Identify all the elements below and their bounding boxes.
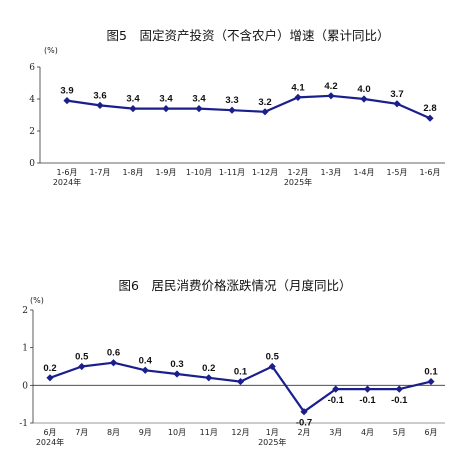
data-point-marker xyxy=(78,362,86,371)
x-tick-label: 1-5月 xyxy=(386,168,407,177)
data-label: 3.3 xyxy=(225,95,238,106)
x-tick-label: 6月 xyxy=(424,428,437,437)
x-tick-label: 8月 xyxy=(107,428,120,437)
y-tick-label: 2 xyxy=(22,306,28,316)
data-label: 0.5 xyxy=(266,352,280,363)
data-point-marker xyxy=(332,385,340,393)
data-label: 3.6 xyxy=(93,90,106,101)
x-tick-label: 1-8月 xyxy=(122,168,143,177)
x-tick-label: 4月 xyxy=(361,428,374,437)
data-point-marker xyxy=(393,100,401,108)
data-label: 0.3 xyxy=(170,359,183,370)
data-label: 3.4 xyxy=(159,94,173,105)
data-label: 2.8 xyxy=(423,103,436,114)
data-point-marker xyxy=(63,97,71,105)
data-label: 3.4 xyxy=(192,94,206,105)
data-point-marker xyxy=(300,408,308,416)
data-point-marker xyxy=(360,95,368,103)
data-point-marker xyxy=(129,105,137,113)
data-point-marker xyxy=(109,359,118,367)
series-line xyxy=(66,94,431,120)
x-tick-label: 12月 xyxy=(231,428,249,437)
data-label: -0.1 xyxy=(391,395,408,406)
y-unit-label: (%) xyxy=(44,46,58,55)
x-tick-label: 3月 xyxy=(329,428,342,437)
x-tick-label: 9月 xyxy=(139,428,152,437)
data-label: -0.7 xyxy=(296,418,312,429)
y-tick-label: 1 xyxy=(22,344,28,354)
data-label: 3.2 xyxy=(258,97,271,108)
chart-fixed-asset-investment: 图5 固定资产投资（不含农户）增速（累计同比） (%) 0 2 4 6 1-6月 1-7月… xyxy=(29,28,445,187)
chart-title: 图5 固定资产投资（不含农户）增速（累计同比） xyxy=(107,28,390,43)
x-tick-label: 5月 xyxy=(393,428,406,437)
x-tick-label: 7月 xyxy=(75,428,88,437)
data-point-marker xyxy=(205,374,213,382)
data-label: 0.4 xyxy=(139,355,153,366)
data-point-marker xyxy=(294,93,302,101)
data-point-marker xyxy=(236,377,245,386)
x-year-label: 2024年 xyxy=(53,177,81,187)
data-label: 0.1 xyxy=(234,367,248,378)
x-year-label: 2025年 xyxy=(284,177,312,187)
data-label: -0.1 xyxy=(359,395,376,406)
x-tick-label: 10月 xyxy=(168,428,186,437)
data-label: 0.5 xyxy=(75,352,89,363)
data-label: 3.9 xyxy=(60,86,73,97)
y-unit-label: (%) xyxy=(30,296,44,305)
data-point-marker xyxy=(173,370,181,378)
y-tick-label: 0 xyxy=(29,159,35,169)
x-tick-label: 6月 xyxy=(43,428,56,437)
data-label: 0.1 xyxy=(424,367,438,378)
data-label: -0.1 xyxy=(328,395,345,406)
data-label: 0.2 xyxy=(202,363,215,374)
x-year-label: 2024年 xyxy=(36,437,64,447)
x-tick-label: 1-10月 xyxy=(186,168,212,177)
x-tick-label: 1-2月 xyxy=(287,168,308,177)
y-tick-label: 4 xyxy=(29,95,35,105)
y-tick-label: 6 xyxy=(29,63,35,73)
x-tick-label: 11月 xyxy=(200,428,218,437)
data-label: 0.6 xyxy=(107,348,120,359)
data-point-marker xyxy=(261,108,269,116)
x-tick-label: 2月 xyxy=(297,428,310,437)
x-year-label: 2025年 xyxy=(258,437,286,447)
data-point-marker xyxy=(327,92,335,100)
data-point-marker xyxy=(96,101,104,109)
x-tick-label: 1-12月 xyxy=(252,168,278,177)
chart-title: 图6 居民消费价格涨跌情况（月度同比） xyxy=(119,278,352,293)
data-point-marker xyxy=(426,114,434,122)
data-point-marker xyxy=(195,105,203,113)
x-tick-label: 1-4月 xyxy=(353,168,374,177)
data-point-marker xyxy=(363,385,372,393)
data-point-marker xyxy=(46,374,54,382)
chart-cpi-change: 图6 居民消费价格涨跌情况（月度同比） (%) -1 0 1 2 6月 7月 8月 9月 10月… xyxy=(19,278,445,447)
data-point-marker xyxy=(268,362,276,371)
data-point-marker xyxy=(427,377,435,386)
x-tick-label: 1-7月 xyxy=(89,168,110,177)
x-tick-label: 1-6月 xyxy=(56,168,77,177)
y-tick-label: -1 xyxy=(19,419,28,429)
y-tick-label: 2 xyxy=(29,127,35,137)
data-label: 0.2 xyxy=(43,363,56,374)
x-tick-label: 1-6月 xyxy=(419,168,440,177)
x-tick-label: 1-11月 xyxy=(219,168,245,177)
data-point-marker xyxy=(228,106,236,114)
data-label: 4.0 xyxy=(357,84,370,95)
data-label: 4.1 xyxy=(291,82,305,93)
data-point-marker xyxy=(395,385,403,393)
data-label: 3.4 xyxy=(126,94,140,105)
x-tick-label: 1-9月 xyxy=(155,168,176,177)
x-tick-label: 1月 xyxy=(266,428,279,437)
data-label: 3.7 xyxy=(390,89,403,100)
data-point-marker xyxy=(141,366,149,374)
data-point-marker xyxy=(162,105,170,113)
data-label: 4.2 xyxy=(324,81,337,92)
y-tick-label: 0 xyxy=(22,381,28,391)
x-tick-label: 1-3月 xyxy=(320,168,341,177)
